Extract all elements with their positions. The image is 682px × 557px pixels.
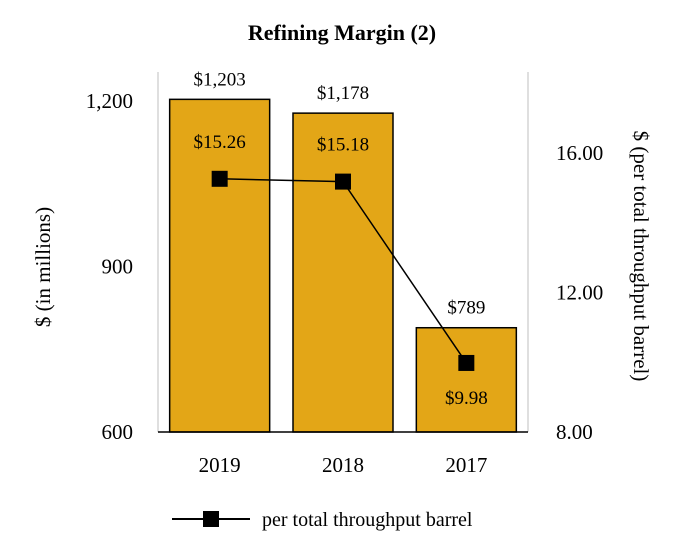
x-tick-label: 2017	[445, 453, 487, 477]
y2-tick-label: 16.00	[556, 141, 603, 165]
y-axis-label: $ (in millions)	[31, 207, 55, 327]
line-marker	[335, 173, 351, 190]
line-data-label: $9.98	[445, 388, 488, 409]
line-marker	[211, 170, 228, 187]
plot-area: 600 900 1,200 8.00 12.00 16.00 $1,203 $1,178 $78…	[86, 69, 604, 477]
chart-title: Refining Margin (2)	[248, 20, 436, 45]
bar-data-label: $1,178	[317, 83, 369, 104]
legend: per total throughput barrel	[172, 509, 473, 531]
line-data-label: $15.18	[317, 135, 369, 156]
bar-data-label: $1,203	[194, 69, 246, 90]
y-tick-label: 900	[102, 255, 134, 279]
bar	[415, 326, 518, 433]
bar	[168, 98, 271, 433]
y-tick-label: 1,200	[86, 89, 133, 113]
x-tick-label: 2018	[322, 453, 364, 477]
bar-data-label: $789	[447, 298, 485, 319]
x-tick-label: 2019	[199, 453, 241, 477]
y2-axis-label: $ (per total throughput barrel)	[629, 131, 653, 382]
y2-tick-label: 12.00	[556, 281, 603, 305]
line-data-label: $15.26	[194, 132, 246, 153]
y2-tick-label: 8.00	[556, 420, 593, 444]
legend-marker-swatch	[203, 511, 219, 527]
legend-label: per total throughput barrel	[262, 509, 473, 531]
bar	[292, 112, 394, 433]
line-marker	[458, 354, 475, 371]
y-tick-label: 600	[102, 420, 134, 444]
